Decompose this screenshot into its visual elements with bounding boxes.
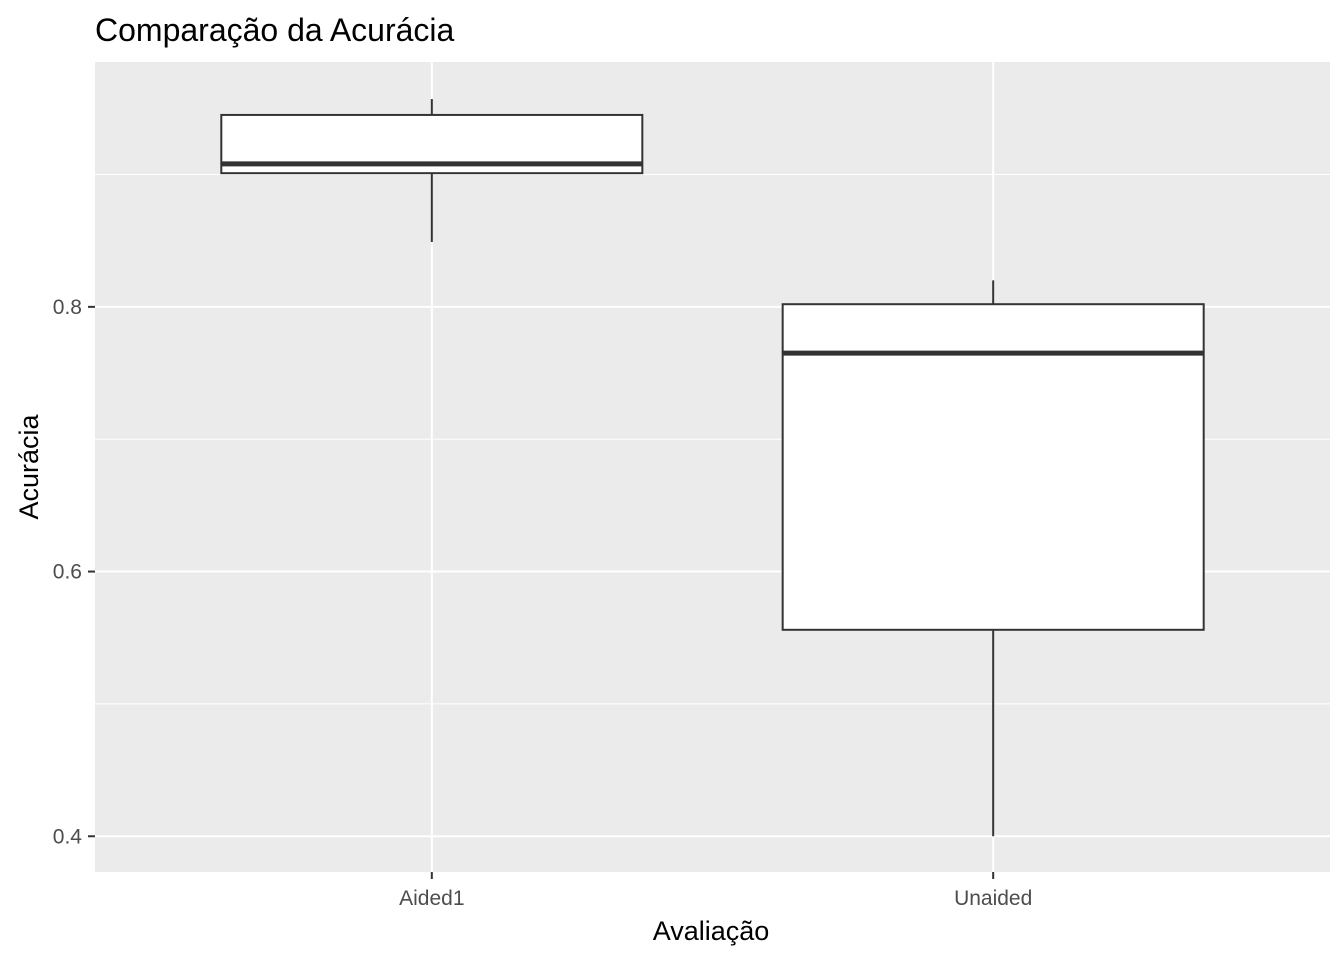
x-tick-label: Aided1	[399, 887, 464, 910]
box-iqr	[781, 303, 1205, 631]
x-axis-title: Avaliação	[653, 916, 770, 946]
y-tick-label: 0.8	[53, 296, 82, 319]
y-tick-label: 0.4	[53, 825, 83, 848]
y-axis-title: Acurácia	[14, 413, 44, 519]
y-tick-label: 0.6	[53, 561, 82, 584]
box-series	[220, 99, 1205, 837]
x-axis: Aided1 Unaided	[399, 872, 1032, 910]
box-unaided	[781, 280, 1205, 837]
chart-title: Comparação da Acurácia	[95, 12, 455, 48]
x-tick-label: Unaided	[954, 887, 1032, 910]
box-aided1	[220, 99, 644, 242]
y-axis: 0.4 0.6 0.8	[53, 296, 95, 848]
